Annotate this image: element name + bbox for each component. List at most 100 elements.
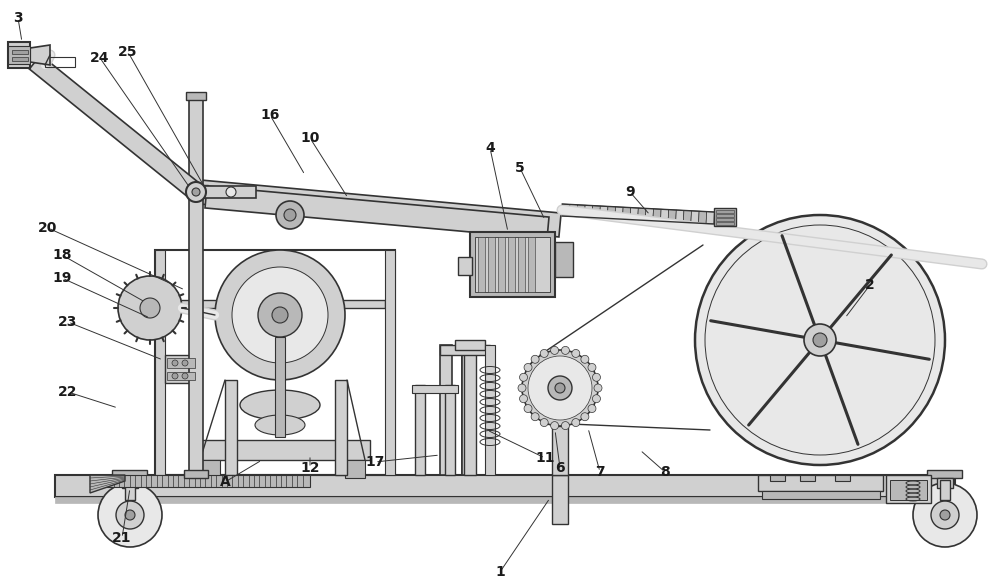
Circle shape (182, 373, 188, 379)
Bar (758, 475, 883, 491)
Polygon shape (638, 208, 646, 220)
Polygon shape (691, 211, 699, 223)
Polygon shape (706, 211, 714, 224)
Circle shape (555, 383, 565, 393)
Bar (455, 340, 485, 350)
Bar (415, 385, 425, 475)
Circle shape (284, 209, 296, 221)
Circle shape (540, 419, 548, 427)
Polygon shape (600, 206, 608, 218)
Circle shape (592, 373, 600, 382)
Bar (716, 210, 734, 213)
Text: 7: 7 (595, 465, 605, 479)
Circle shape (588, 363, 596, 372)
Bar (155, 250, 165, 475)
Bar (714, 208, 736, 226)
Bar (462, 345, 474, 475)
Polygon shape (668, 210, 676, 222)
Polygon shape (676, 210, 684, 222)
Circle shape (594, 384, 602, 392)
Bar (55, 497, 955, 503)
Bar (462, 345, 474, 475)
Circle shape (215, 250, 345, 380)
Text: 2: 2 (865, 278, 875, 292)
Bar (508, 237, 515, 292)
Bar (528, 237, 535, 292)
Bar (196, 186, 256, 198)
Circle shape (581, 355, 589, 363)
Circle shape (561, 346, 569, 355)
Polygon shape (615, 207, 623, 219)
Ellipse shape (255, 415, 305, 435)
Text: 17: 17 (365, 455, 385, 469)
Bar (125, 480, 135, 500)
Circle shape (551, 421, 559, 430)
Circle shape (572, 349, 580, 357)
Bar (886, 475, 931, 503)
Bar (552, 475, 568, 524)
Bar (275, 337, 285, 437)
Circle shape (140, 298, 160, 318)
Text: 5: 5 (515, 161, 525, 175)
Bar (940, 480, 950, 500)
Bar (555, 242, 573, 277)
Bar (155, 250, 395, 475)
Polygon shape (622, 207, 631, 220)
Bar (440, 345, 452, 475)
Bar (716, 218, 734, 221)
Bar (488, 237, 495, 292)
Text: 16: 16 (260, 108, 280, 122)
Circle shape (276, 201, 304, 229)
Bar (112, 470, 147, 478)
Polygon shape (90, 475, 125, 493)
Text: 21: 21 (112, 531, 132, 545)
Circle shape (125, 510, 135, 520)
Circle shape (572, 419, 580, 427)
Circle shape (524, 404, 532, 413)
Bar (464, 345, 476, 475)
Bar (440, 345, 490, 355)
Bar (186, 92, 206, 100)
Bar (475, 237, 550, 292)
Polygon shape (584, 205, 593, 218)
Text: 10: 10 (300, 131, 320, 145)
Bar (412, 385, 458, 393)
Text: 19: 19 (52, 271, 72, 285)
Ellipse shape (240, 390, 320, 420)
Text: 23: 23 (58, 315, 78, 329)
Circle shape (172, 360, 178, 366)
Polygon shape (607, 207, 616, 219)
Circle shape (226, 187, 236, 197)
Bar (12, 50, 28, 54)
Bar (200, 460, 220, 478)
Polygon shape (205, 186, 549, 239)
Text: 20: 20 (38, 221, 58, 235)
Circle shape (695, 215, 945, 465)
Bar (345, 460, 365, 478)
Text: 9: 9 (625, 185, 635, 199)
Polygon shape (562, 204, 570, 217)
Text: 25: 25 (118, 45, 138, 59)
Bar (165, 300, 385, 308)
Bar (12, 57, 28, 61)
Circle shape (528, 356, 592, 420)
Polygon shape (29, 55, 202, 199)
Bar (190, 440, 370, 460)
Bar (890, 480, 927, 500)
Bar (552, 426, 568, 475)
Circle shape (531, 413, 539, 421)
Bar (445, 385, 455, 475)
Polygon shape (683, 210, 692, 223)
Text: 3: 3 (13, 11, 23, 25)
Circle shape (913, 483, 977, 547)
Bar (478, 237, 485, 292)
Circle shape (118, 276, 182, 340)
Bar (90, 475, 310, 487)
Circle shape (520, 373, 528, 382)
Polygon shape (577, 205, 585, 217)
Bar (385, 250, 395, 475)
Text: 22: 22 (58, 385, 78, 399)
Bar (835, 475, 850, 481)
Bar (458, 257, 472, 275)
Polygon shape (199, 180, 561, 237)
